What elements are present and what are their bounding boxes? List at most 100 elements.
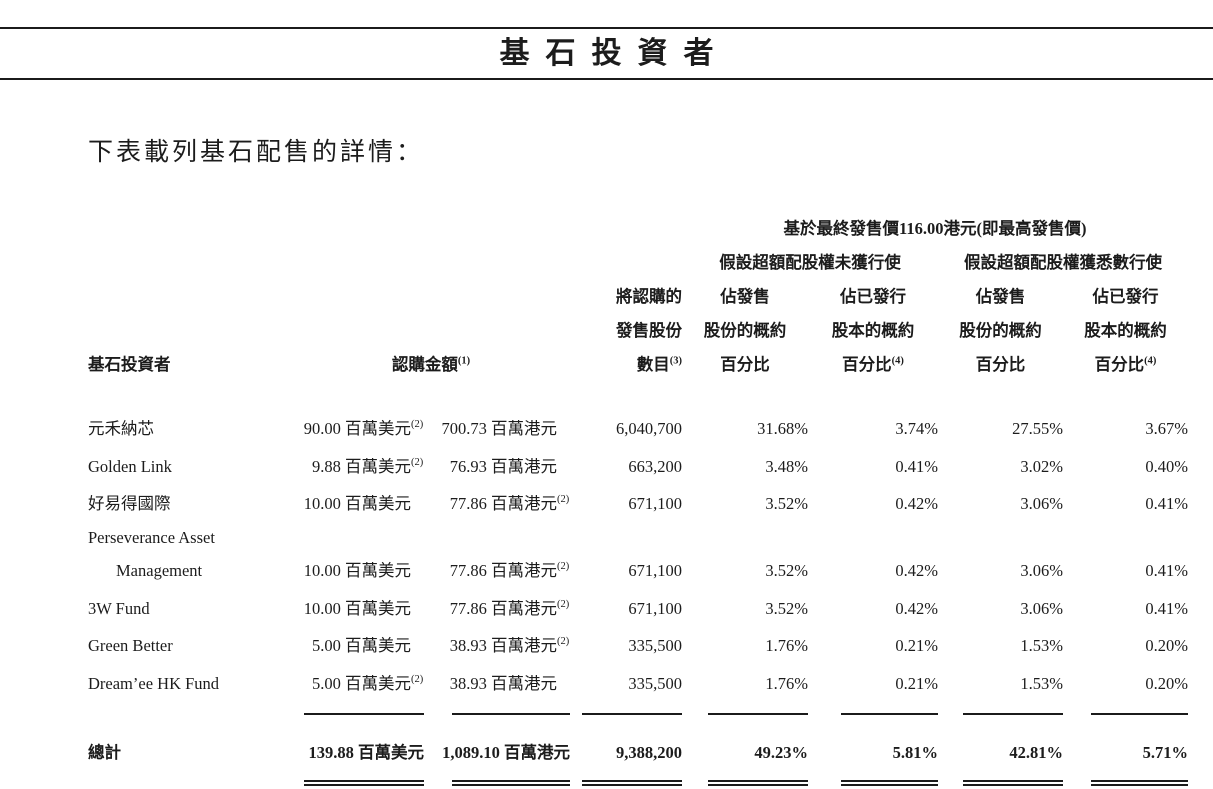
usd-amount-cell: 10.00 百萬美元 — [292, 521, 424, 588]
pct-issued-no-exercise-cell: 0.21% — [895, 636, 938, 655]
pct-offer-line3: 百分比 — [975, 355, 1026, 374]
price-basis-header: 基於最終發售價116.00港元(即最高發售價) — [783, 219, 1087, 238]
investor-name-cell: 元禾納芯 — [88, 382, 292, 446]
rule-cell — [1063, 700, 1189, 715]
rule-cell — [424, 770, 570, 786]
total-row: 總計 139.88 百萬美元 1,089.10 百萬港元 9,388,200 49.23… — [88, 715, 1188, 770]
pct-offer-full-exercise-cell: 3.02% — [1020, 456, 1063, 476]
pct-offer-no-exercise-cell: 3.52% — [765, 494, 808, 513]
double-rule — [708, 779, 808, 786]
table-row: Dream’ee HK Fund 5.00 百萬美元(2) 38.93 百萬港元 33… — [88, 663, 1188, 701]
investor-name-line: Green Better — [88, 636, 173, 655]
subscription-column-header: 認購金額(1) — [292, 280, 570, 382]
investor-name-cell: 好易得國際 — [88, 483, 292, 521]
pct-offer-line1: 佔發售 — [720, 287, 770, 306]
pct-offer-no-exercise-cell: 1.76% — [765, 673, 808, 693]
pct-issued-line1: 佔已發行 — [840, 287, 906, 306]
total-pct-issued-full-exercise-cell: 5.71% — [1142, 743, 1189, 762]
offer-shares-cell: 335,500 — [628, 636, 682, 655]
investor-column-header: 基石投資者 — [88, 355, 171, 374]
pct-issued-full-exercise-cell: 0.41% — [1145, 494, 1189, 513]
rule-cell — [808, 770, 938, 786]
footnote-1-marker: (1) — [457, 355, 471, 367]
shares-header-line3-label: 數目 — [636, 355, 670, 374]
pct-offer-full-exercise-cell: 1.53% — [1020, 636, 1063, 655]
pct-issued-line3: 百分比(4) — [808, 348, 938, 382]
rule-cell — [570, 770, 682, 786]
double-rule — [963, 779, 1063, 786]
pct-issued-no-exercise-cell: 0.42% — [895, 494, 938, 513]
usd-amount-cell: 5.00 百萬美元(2) — [292, 663, 424, 701]
hkd-amount-cell: 77.86 百萬港元(2) — [424, 483, 570, 521]
single-rule — [582, 713, 682, 715]
investor-name-cell: Golden Link — [88, 446, 292, 484]
pct-offer-column-header-a: 佔發售 股份的概約 百分比 — [682, 280, 808, 382]
subscription-header-label: 認購金額 — [391, 355, 458, 374]
rule-cell — [292, 700, 424, 715]
intro-text: 下表載列基石配售的詳情： — [88, 139, 425, 166]
table-row: Green Better 5.00 百萬美元 38.93 百萬港元(2) 335,50… — [88, 625, 1188, 663]
total-pct-issued-no-exercise-cell: 5.81% — [892, 743, 938, 762]
hkd-amount-cell-value: 700.73 百萬港元 — [441, 419, 558, 438]
single-rule — [841, 713, 938, 715]
scenario-no-exercise-header: 假設超額配股權未獲行使 — [719, 253, 901, 272]
pct-issued-line3: 百分比(4) — [1063, 348, 1188, 382]
shares-column-header: 將認購的 發售股份 數目(3) — [570, 280, 682, 382]
single-rule — [708, 713, 808, 715]
hkd-amount-cell-footnote-marker: (2) — [557, 561, 570, 572]
table-row: 好易得國際 10.00 百萬美元 77.86 百萬港元(2) 671,100 3.52%… — [88, 483, 1188, 521]
offer-shares-cell: 6,040,700 — [616, 419, 682, 438]
usd-amount-cell: 10.00 百萬美元 — [292, 588, 424, 626]
pct-issued-column-header-b: 佔已發行 股本的概約 百分比(4) — [1063, 280, 1188, 382]
usd-amount-cell-value: 9.88 百萬美元 — [312, 456, 411, 476]
pct-offer-no-exercise-cell: 3.52% — [765, 561, 808, 580]
hkd-amount-cell-value: 38.93 百萬港元 — [449, 673, 557, 693]
spacer-cell — [88, 700, 292, 715]
spacer-cell — [88, 246, 682, 280]
total-label-cell: 總計 — [88, 743, 121, 762]
offer-shares-cell: 671,100 — [628, 598, 682, 618]
title-bottom-rule — [0, 78, 1213, 80]
scenario-header-row: 假設超額配股權未獲行使 假設超額配股權獲悉數行使 — [88, 246, 1188, 280]
double-rule — [582, 779, 682, 786]
shares-header-line2: 發售股份 — [616, 321, 682, 340]
total-pct-offer-no-exercise-cell: 49.23% — [754, 743, 808, 762]
usd-amount-cell: 9.88 百萬美元(2) — [292, 446, 424, 484]
hkd-amount-cell: 77.86 百萬港元(2) — [424, 588, 570, 626]
price-header-row: 基於最終發售價116.00港元(即最高發售價) — [88, 212, 1188, 246]
shares-header-line1: 將認購的 — [616, 287, 682, 306]
usd-amount-cell: 90.00 百萬美元(2) — [292, 382, 424, 446]
pct-issued-full-exercise-cell: 0.40% — [1145, 456, 1189, 476]
scenario-full-exercise-header: 假設超額配股權獲悉數行使 — [964, 253, 1163, 272]
footnote-4-marker: (4) — [1144, 355, 1157, 367]
pct-offer-full-exercise-cell: 3.06% — [1020, 494, 1063, 513]
hkd-amount-cell-value: 77.86 百萬港元 — [449, 598, 557, 618]
usd-amount-cell-value: 10.00 百萬美元 — [303, 598, 411, 618]
double-rule-row — [88, 770, 1189, 786]
usd-amount-cell-value: 10.00 百萬美元 — [303, 494, 411, 513]
page-title: 基石投資者 — [499, 37, 730, 70]
investor-name-cell: Dream’ee HK Fund — [88, 663, 292, 701]
table-header: 基於最終發售價116.00港元(即最高發售價) 假設超額配股權未獲行使 假設超額… — [88, 212, 1188, 382]
column-header-row: 基石投資者 認購金額(1) 將認購的 發售股份 數目(3) 佔發售 股份的概約 … — [88, 280, 1188, 382]
rule-cell — [938, 700, 1063, 715]
table-row: Golden Link 9.88 百萬美元(2) 76.93 百萬港元 663,200… — [88, 446, 1188, 484]
pct-issued-no-exercise-cell: 0.42% — [895, 561, 938, 580]
total-pct-offer-full-exercise-cell: 42.81% — [1009, 743, 1063, 762]
pct-issued-line3-label: 百分比 — [842, 355, 892, 374]
usd-amount-cell: 10.00 百萬美元 — [292, 483, 424, 521]
pct-offer-no-exercise-cell: 3.48% — [765, 456, 808, 476]
footnote-4-marker: (4) — [891, 355, 904, 367]
double-rule — [1091, 779, 1189, 786]
usd-amount-cell-value: 5.00 百萬美元 — [312, 636, 411, 655]
rule-cell — [682, 770, 808, 786]
rule-cell — [938, 770, 1063, 786]
hkd-amount-cell-footnote-marker: (2) — [557, 636, 570, 647]
table-row: Perseverance Asset Management 10.00 百萬美元 77… — [88, 521, 1188, 588]
hkd-amount-cell: 700.73 百萬港元 — [424, 382, 570, 446]
single-rule — [304, 713, 424, 715]
footnote-3-marker: (3) — [669, 355, 682, 367]
pct-issued-full-exercise-cell: 3.67% — [1145, 419, 1189, 438]
pct-offer-no-exercise-cell: 31.68% — [757, 419, 808, 438]
single-rule — [1091, 713, 1189, 715]
